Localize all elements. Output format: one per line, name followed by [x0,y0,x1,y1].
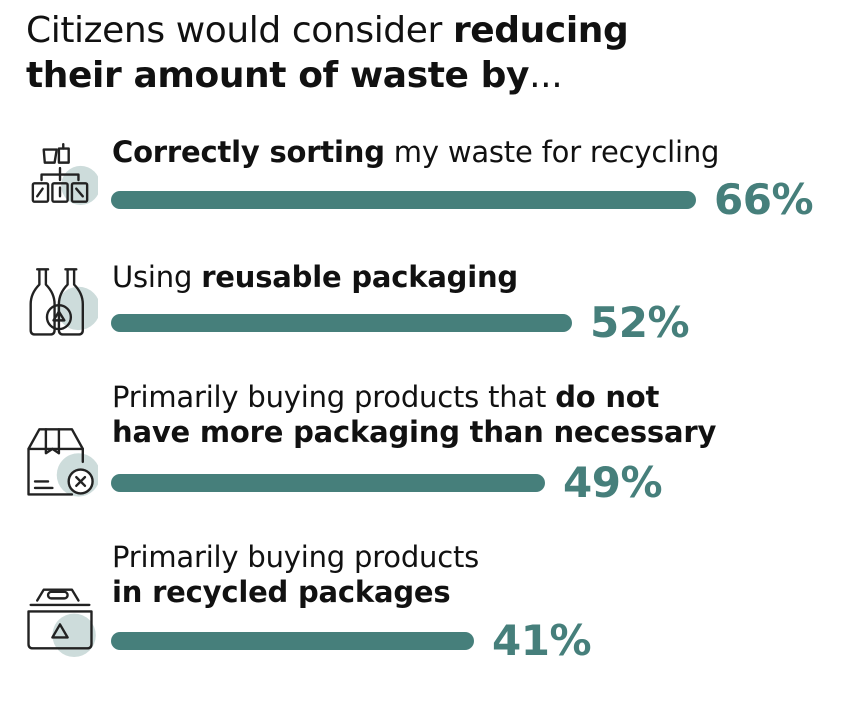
title-line1-normal: Citizens would consider [26,10,453,51]
package-no-excess-icon [22,425,101,501]
recycling-bins-icon [22,142,101,218]
bar-value-label: 49% [563,458,663,507]
bar-label-part: have more packaging than necessary [112,415,717,449]
bar-label-part: reusable packaging [201,260,518,294]
bar-label-part: do not [555,380,660,414]
bar-label-part: Correctly sorting [112,135,385,169]
bar [111,632,474,650]
bar [111,314,572,332]
bar-label-part: Primarily buying products [112,540,480,574]
bar-label-part: in recycled packages [112,575,451,609]
bar-label-part: my waste for recycling [384,135,720,169]
bar [111,191,696,209]
bar-label: Primarily buying products in recycled pac… [112,540,479,610]
title-line2-bold: their amount of waste by [26,55,530,96]
title-line2-normal: ... [529,55,563,96]
bar-value-label: 52% [590,298,690,347]
bar-value-label: 41% [492,616,592,665]
bar-label-part: Primarily buying products that [112,380,556,414]
reusable-bottles-icon [22,265,101,341]
title-line1-bold: reducing [452,10,629,51]
recycled-package-icon [22,581,98,657]
bar-label: Using reusable packaging [112,260,518,295]
bar-label: Correctly sorting my waste for recycling [112,135,719,170]
bar-label-part: Using [112,260,202,294]
bar-value-label: 66% [714,175,814,224]
bar-label: Primarily buying products that do not hav… [112,380,716,450]
chart-title: Citizens would consider reducing their am… [26,8,629,98]
bar [111,474,545,492]
